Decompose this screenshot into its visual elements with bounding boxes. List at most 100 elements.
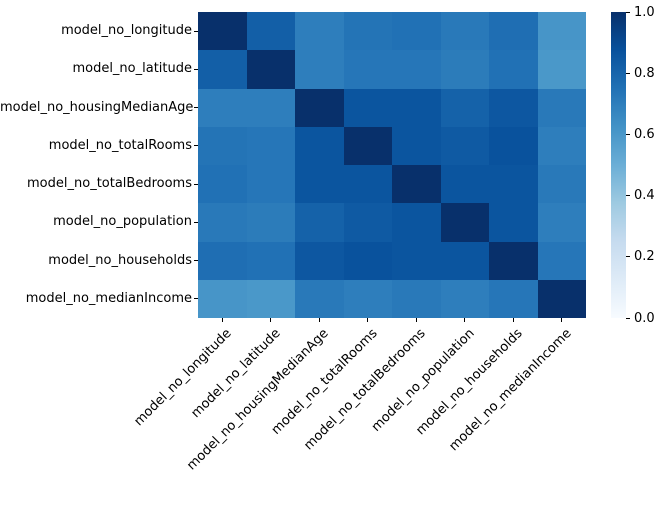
heatmap-cell — [440, 165, 489, 204]
heatmap-cell — [246, 165, 295, 204]
heatmap-cell — [489, 241, 538, 280]
y-axis-tick — [194, 107, 198, 109]
y-tick-label: model_no_longitude — [61, 23, 192, 39]
colorbar-tick-label: 1.0 — [634, 4, 655, 20]
x-axis-tick — [464, 318, 466, 322]
y-tick-label: model_no_households — [48, 252, 192, 268]
colorbar-tick-label: 0.4 — [634, 188, 655, 204]
heatmap-cell — [489, 165, 538, 204]
heatmap-cell — [343, 12, 392, 51]
heatmap-cell — [537, 203, 586, 242]
heatmap-cell — [440, 126, 489, 165]
x-tick-label: model_no_housingMedianAge — [184, 326, 332, 474]
heatmap-cell — [343, 279, 392, 318]
colorbar — [611, 12, 626, 318]
colorbar-tick — [626, 317, 630, 319]
heatmap-cell — [489, 88, 538, 127]
heatmap-cell — [295, 12, 344, 51]
y-axis-tick — [194, 145, 198, 147]
heatmap-cell — [343, 165, 392, 204]
x-axis-tick — [318, 318, 320, 322]
y-tick-label: model_no_housingMedianAge — [0, 99, 194, 115]
heatmap-cell — [489, 203, 538, 242]
colorbar-tick-label: 0.6 — [634, 126, 655, 142]
x-tick-label: model_no_longitude — [131, 326, 235, 430]
heatmap-cell — [537, 165, 586, 204]
heatmap-cell — [246, 203, 295, 242]
heatmap-cell — [246, 88, 295, 127]
heatmap-cell — [295, 50, 344, 89]
heatmap-cell — [537, 12, 586, 51]
heatmap-plot — [198, 12, 586, 318]
x-tick-label: model_no_medianIncome — [446, 326, 575, 455]
y-tick-label: model_no_latitude — [72, 61, 192, 77]
y-axis-tick — [194, 260, 198, 262]
heatmap-cell — [246, 12, 295, 51]
heatmap-cell — [392, 88, 441, 127]
heatmap-cell — [343, 126, 392, 165]
heatmap-cell — [489, 126, 538, 165]
y-axis-tick — [194, 298, 198, 300]
colorbar-tick — [626, 72, 630, 74]
heatmap-cell — [198, 88, 247, 127]
heatmap-cell — [537, 50, 586, 89]
heatmap-cell — [440, 50, 489, 89]
heatmap-figure: model_no_longitude model_no_latitude model… — [0, 4, 655, 474]
x-tick-label: model_no_latitude — [188, 326, 284, 422]
heatmap-cell — [295, 203, 344, 242]
heatmap-cell — [440, 88, 489, 127]
heatmap-cell — [295, 126, 344, 165]
heatmap-cell — [295, 88, 344, 127]
heatmap-cell — [343, 241, 392, 280]
heatmap-cell — [537, 279, 586, 318]
heatmap-cell — [198, 50, 247, 89]
heatmap-cell — [440, 279, 489, 318]
x-tick-label: model_no_totalRooms — [268, 326, 381, 438]
heatmap-cell — [295, 279, 344, 318]
heatmap-cell — [537, 88, 586, 127]
heatmap-cell — [198, 241, 247, 280]
heatmap-cell — [440, 241, 489, 280]
colorbar-tick-label: 0.0 — [634, 310, 655, 326]
heatmap-cell — [489, 12, 538, 51]
y-tick-label: model_no_population — [53, 214, 192, 230]
heatmap-cell — [392, 12, 441, 51]
colorbar-tick — [626, 256, 630, 258]
colorbar-tick-label: 0.8 — [634, 65, 655, 81]
y-tick-label: model_no_medianIncome — [25, 290, 192, 306]
colorbar-tick — [626, 195, 630, 197]
heatmap-cell — [489, 50, 538, 89]
y-axis-tick — [194, 68, 198, 70]
colorbar-gradient — [611, 12, 626, 318]
x-tick-label: model_no_population — [368, 326, 478, 435]
heatmap-cell — [392, 241, 441, 280]
heatmap-cell — [198, 126, 247, 165]
heatmap-cell — [537, 126, 586, 165]
heatmap-cell — [198, 203, 247, 242]
heatmap-cell — [198, 12, 247, 51]
x-axis-tick — [512, 318, 514, 322]
colorbar-tick-label: 0.2 — [634, 249, 655, 265]
heatmap-cell — [537, 241, 586, 280]
x-axis-tick — [561, 318, 563, 322]
x-tick-label: model_no_totalBedrooms — [301, 326, 429, 454]
heatmap-cell — [489, 279, 538, 318]
x-axis-tick — [270, 318, 272, 322]
heatmap-cell — [246, 126, 295, 165]
x-axis-tick — [415, 318, 417, 322]
y-axis-tick — [194, 30, 198, 32]
y-axis-tick — [194, 183, 198, 185]
x-axis-tick — [367, 318, 369, 322]
heatmap-cell — [392, 203, 441, 242]
heatmap-cell — [343, 50, 392, 89]
x-axis-tick — [221, 318, 223, 322]
colorbar-tick — [626, 133, 630, 135]
heatmap-cell — [198, 279, 247, 318]
heatmap-cell — [198, 165, 247, 204]
heatmap-cell — [246, 241, 295, 280]
heatmap-cell — [392, 165, 441, 204]
heatmap-cell — [246, 50, 295, 89]
y-axis-tick — [194, 221, 198, 223]
heatmap-cell — [295, 165, 344, 204]
heatmap-cell — [392, 126, 441, 165]
